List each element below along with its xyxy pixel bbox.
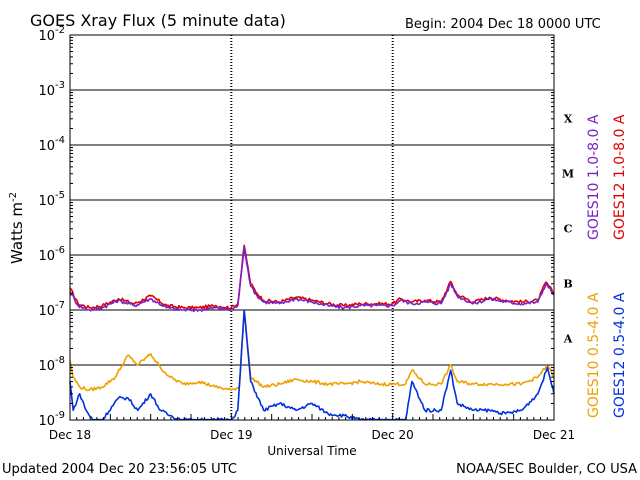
plot-frame [69, 34, 555, 421]
flare-class-X: X [564, 113, 573, 126]
y-tick-base: 10 [38, 84, 55, 99]
y-tick-base: 10 [38, 29, 55, 44]
y-tick-base: 10 [38, 194, 55, 209]
y-tick-exponent: -9 [55, 410, 65, 421]
y-tick-exponent: -2 [55, 25, 65, 36]
y-tick-base: 10 [38, 304, 55, 319]
x-tick-label: Dec 20 [372, 428, 414, 442]
source-credit: NOAA/SEC Boulder, CO USA [456, 462, 637, 477]
y-tick-exponent: -5 [55, 190, 65, 201]
y-tick-label: 10-7 [38, 300, 65, 319]
x-axis-ticks: Dec 18 Dec 19 Dec 20 Dec 21 [49, 414, 575, 442]
y-tick-label: 10-5 [38, 190, 65, 209]
flare-class-C: C [564, 223, 573, 236]
legend-entry: GOES10 0.5-4.0 A [586, 292, 602, 418]
chart-title: GOES Xray Flux (5 minute data) [30, 11, 286, 30]
y-tick-label: 10-8 [38, 355, 65, 374]
y-tick-base: 10 [38, 249, 55, 264]
legend-label: GOES10 0.5-4.0 A [586, 292, 602, 418]
x-tick-label: Dec 19 [210, 428, 252, 442]
series-line-goes12-0-5-4-0-a [69, 309, 555, 421]
flare-class-A: A [563, 333, 573, 346]
x-tick-label: Dec 21 [533, 428, 575, 442]
y-tick-label: 10-9 [38, 410, 65, 429]
begin-timestamp: Begin: 2004 Dec 18 0000 UTC [405, 17, 601, 32]
legend-label: GOES12 1.0-8.0 A [612, 114, 628, 240]
y-tick-label: 10-2 [38, 25, 65, 44]
x-tick-label: Dec 18 [49, 428, 91, 442]
series-layer [69, 244, 555, 421]
y-axis-label: Watts m [8, 202, 26, 264]
updated-timestamp: Updated 2004 Dec 20 23:56:05 UTC [2, 462, 237, 477]
y-tick-base: 10 [38, 414, 55, 429]
y-tick-label: 10-3 [38, 80, 65, 99]
y-tick-exponent: -7 [55, 300, 65, 311]
legend-entry: GOES12 1.0-8.0 A [612, 114, 628, 240]
flare-class-M: M [562, 168, 574, 181]
y-tick-exponent: -3 [55, 80, 65, 91]
flare-class-labels: X M C B A [562, 113, 574, 346]
y-tick-base: 10 [38, 139, 55, 154]
y-tick-exponent: -4 [55, 135, 65, 146]
series-line-goes10-0-5-4-0-a [69, 309, 555, 392]
y-tick-label: 10-6 [38, 245, 65, 264]
legend-label: GOES12 0.5-4.0 A [612, 292, 628, 418]
y-tick-exponent: -6 [55, 245, 65, 256]
series-line-goes12-1-0-8-0-a [69, 244, 555, 310]
y-axis-label-group: Watts m-2 [8, 192, 26, 264]
flare-class-B: B [563, 278, 572, 291]
svg-text:Watts m-2: Watts m-2 [8, 192, 26, 264]
y-axis-ticks: 10-210-310-410-510-610-710-810-9 [38, 25, 554, 429]
x-axis-label: Universal Time [267, 444, 356, 458]
series-line-goes10-1-0-8-0-a [69, 246, 555, 313]
chart-grid [70, 35, 554, 420]
y-axis-label-exponent: -2 [8, 192, 19, 202]
legend-entry: GOES10 1.0-8.0 A [586, 114, 602, 240]
legend-entry: GOES12 0.5-4.0 A [612, 292, 628, 418]
legend: GOES10 1.0-8.0 A GOES12 1.0-8.0 A GOES10 0… [586, 114, 628, 418]
y-tick-base: 10 [38, 359, 55, 374]
legend-label: GOES10 1.0-8.0 A [586, 114, 602, 240]
y-tick-label: 10-4 [38, 135, 65, 154]
y-tick-exponent: -8 [55, 355, 65, 366]
